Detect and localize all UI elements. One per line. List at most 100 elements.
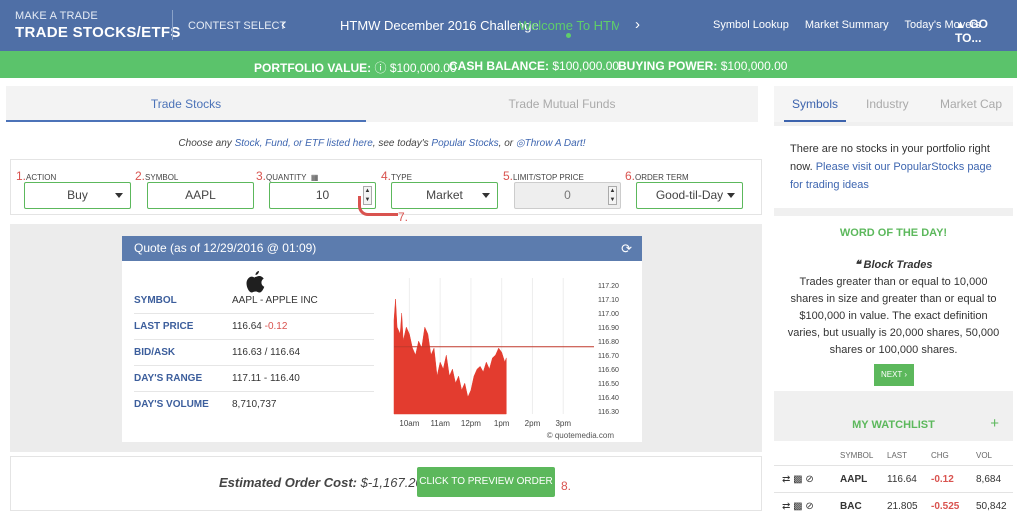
step-number: 2. xyxy=(135,169,146,183)
col-chg: CHG xyxy=(931,451,949,460)
throw-dart-link[interactable]: ◎Throw A Dart! xyxy=(516,138,586,149)
chevron-down-icon xyxy=(482,193,490,198)
quote-card: Quote (as of 12/29/2016 @ 01:09) ⟳ SYMBO… xyxy=(122,236,642,442)
action-field: 1.ACTION xyxy=(16,167,56,185)
quote-key: SYMBOL xyxy=(134,295,177,306)
row-chg: -0.12 xyxy=(931,474,954,485)
col-symbol: SYMBOL xyxy=(840,451,874,460)
estimated-cost-label: Estimated Order Cost: xyxy=(219,475,357,490)
wotd-definition: Trades greater than or equal to 10,000 s… xyxy=(787,276,1000,356)
info-icon[interactable]: ⓘ xyxy=(374,61,387,75)
symbol-label: SYMBOL xyxy=(145,173,179,182)
contest-name[interactable]: HTMW December 2016 Challenge xyxy=(340,18,539,33)
next-button[interactable]: NEXT › xyxy=(874,364,914,386)
throw-dart-label: Throw A Dart! xyxy=(524,138,586,149)
quote-key: DAY'S RANGE xyxy=(134,373,203,384)
quote-value: 117.11 - 116.40 xyxy=(232,373,300,384)
word-of-the-day: WORD OF THE DAY! ❝ Block Trades Trades g… xyxy=(774,216,1013,391)
quote-key: DAY'S VOLUME xyxy=(134,399,209,410)
wotd-term: ❝ Block Trades xyxy=(774,258,1013,271)
watchlist-title: MY WATCHLIST xyxy=(852,419,935,431)
refresh-icon[interactable]: ⟳ xyxy=(621,241,632,256)
quote-row-bid-ask: BID/ASK 116.63 / 116.64 xyxy=(134,340,374,366)
step-number: 6. xyxy=(625,169,636,183)
quote-row-symbol: SYMBOL AAPL - APPLE INC xyxy=(134,288,374,314)
instruction-text: , see today's xyxy=(372,138,432,149)
step-number: 1. xyxy=(16,169,27,183)
order-summary: Estimated Order Cost: $-1,167.20 CLICK T… xyxy=(10,456,762,511)
x-tick-label: 3pm xyxy=(555,419,571,428)
preview-order-button[interactable]: CLICK TO PREVIEW ORDER xyxy=(417,467,555,497)
popular-stocks-link[interactable]: Popular Stocks xyxy=(431,138,499,149)
quantity-field: 3.QUANTITY ▦ xyxy=(256,167,318,185)
limit-value: 0 xyxy=(564,188,571,202)
quote-key: BID/ASK xyxy=(134,347,176,358)
quote-icon: ❝ xyxy=(854,259,861,271)
row-symbol: BAC xyxy=(840,501,862,512)
x-tick-label: 10am xyxy=(399,419,419,428)
market-summary-link[interactable]: Market Summary xyxy=(804,19,889,31)
tab-market-cap[interactable]: Market Cap xyxy=(940,97,1003,111)
tab-symbols[interactable]: Symbols xyxy=(784,86,846,122)
step-number: 4. xyxy=(381,169,392,183)
portfolio-empty-message: There are no stocks in your portfolio ri… xyxy=(774,126,1013,208)
cursor-icon: ▲ xyxy=(955,19,966,31)
brand: MAKE A TRADE TRADE STOCKS/ETFS xyxy=(15,10,181,41)
sidebar-tabs: Symbols Industry Market Cap xyxy=(774,86,1013,122)
goto-menu[interactable]: ▲ GO TO... xyxy=(955,17,1017,45)
add-icon[interactable]: + xyxy=(990,415,999,432)
tab-trade-stocks[interactable]: Trade Stocks xyxy=(6,86,366,122)
todays-movers-link[interactable]: Today's Movers xyxy=(904,19,981,31)
power-label: BUYING POWER: xyxy=(618,59,718,73)
popular-stocks-page-link[interactable]: Please visit our PopularStocks page for … xyxy=(790,161,992,191)
instruction-text: , or xyxy=(498,138,516,149)
type-value: Market xyxy=(426,188,463,202)
chevron-right-icon[interactable]: › xyxy=(635,16,640,33)
limit-price-input[interactable]: 0 ▲ ▼ xyxy=(514,182,621,209)
symbol-field: 2.SYMBOL xyxy=(135,167,178,185)
contest-welcome[interactable]: Welcome To HTMW xyxy=(519,18,619,33)
x-tick-label: 2pm xyxy=(525,419,541,428)
wotd-title: WORD OF THE DAY! xyxy=(839,227,948,239)
estimated-cost: Estimated Order Cost: $-1,167.20 xyxy=(219,475,423,490)
carousel-dot[interactable] xyxy=(566,33,571,38)
watchlist-row[interactable]: ⇄ ▩ ⊘ AAPL 116.64 -0.12 8,684 xyxy=(774,465,1013,492)
type-select[interactable]: Market xyxy=(391,182,498,209)
quantity-label: QUANTITY xyxy=(266,173,307,182)
symbol-lookup-link[interactable]: Symbol Lookup xyxy=(713,19,789,31)
quantity-stepper[interactable]: 10 ▲ ▼ xyxy=(269,182,376,209)
spinner-icon[interactable]: ▲ ▼ xyxy=(608,186,617,205)
x-tick-label: 1pm xyxy=(494,419,510,428)
watchlist-row[interactable]: ⇄ ▩ ⊘ BAC 21.805 -0.525 50,842 xyxy=(774,492,1013,519)
trade-panel: Trade Stocks Trade Mutual Funds Choose a… xyxy=(6,86,762,511)
order-form: 1.ACTION Buy 2.SYMBOL AAPL 3.QUANTITY ▦ … xyxy=(10,159,762,215)
nav-links: Symbol Lookup Market Summary Today's Mov… xyxy=(713,19,994,31)
stock-list-link[interactable]: Stock, Fund, or ETF listed here xyxy=(234,138,373,149)
y-tick-label: 117.10 xyxy=(598,297,619,304)
symbol-value: AAPL xyxy=(185,188,216,202)
trade-icon[interactable]: ⇄ ▩ ⊘ xyxy=(782,501,814,512)
row-symbol: AAPL xyxy=(840,474,868,485)
trade-icon[interactable]: ⇄ ▩ ⊘ xyxy=(782,474,814,485)
action-select[interactable]: Buy xyxy=(24,182,131,209)
annotation-7: 7. xyxy=(398,210,409,224)
symbol-input[interactable]: AAPL xyxy=(147,182,254,209)
action-label: ACTION xyxy=(26,173,57,182)
last-price: 116.64 xyxy=(232,321,262,332)
calculator-icon[interactable]: ▦ xyxy=(310,173,319,182)
page-subtitle: MAKE A TRADE xyxy=(15,10,98,22)
tab-industry[interactable]: Industry xyxy=(866,97,909,111)
type-field: 4.TYPE xyxy=(381,167,412,185)
top-navbar: MAKE A TRADE TRADE STOCKS/ETFS CONTEST S… xyxy=(0,0,1017,51)
chevron-left-icon[interactable]: ‹ xyxy=(281,16,286,33)
type-label: TYPE xyxy=(391,173,412,182)
chart-credit: © quotemedia.com xyxy=(547,431,615,440)
nav-divider xyxy=(172,10,173,40)
limit-field: 5.LIMIT/STOP PRICE xyxy=(503,167,584,185)
order-term-select[interactable]: Good-til-Day xyxy=(636,182,743,209)
x-tick-label: 11am xyxy=(430,419,450,428)
y-tick-label: 116.90 xyxy=(598,325,619,332)
watchlist: MY WATCHLIST + SYMBOL LAST CHG VOL ⇄ ▩ ⊘… xyxy=(774,409,1013,518)
term-value: Good-til-Day xyxy=(655,188,724,202)
tab-trade-mutual-funds[interactable]: Trade Mutual Funds xyxy=(508,97,616,111)
